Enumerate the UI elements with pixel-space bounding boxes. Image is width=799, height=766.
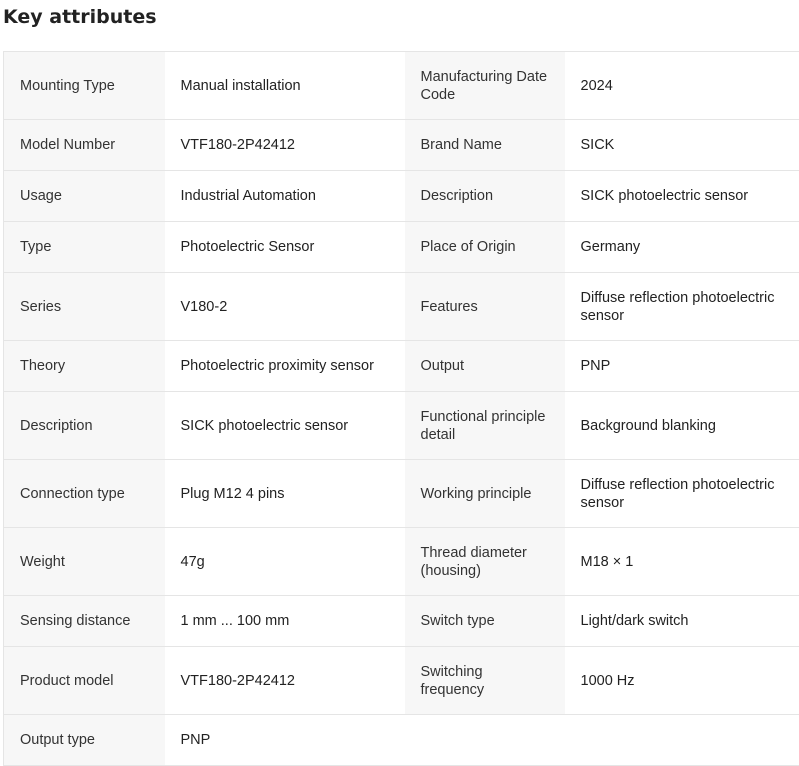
- attribute-value: 1000 Hz: [565, 647, 799, 715]
- attribute-value: Manual installation: [165, 52, 405, 120]
- attribute-label: Type: [4, 222, 165, 273]
- attribute-value: Photoelectric Sensor: [165, 222, 405, 273]
- attribute-label: Product model: [4, 647, 165, 715]
- table-row: Model Number VTF180-2P42412 Brand Name S…: [4, 120, 799, 171]
- table-row: Product model VTF180-2P42412 Switching f…: [4, 647, 799, 715]
- attribute-label: Model Number: [4, 120, 165, 171]
- attribute-label: Features: [405, 273, 565, 341]
- attribute-value: VTF180-2P42412: [165, 120, 405, 171]
- attribute-value: Plug M12 4 pins: [165, 460, 405, 528]
- attribute-value: 47g: [165, 528, 405, 596]
- attribute-value: 1 mm ... 100 mm: [165, 596, 405, 647]
- empty-cell: [405, 715, 565, 766]
- attribute-label: Thread diameter (housing): [405, 528, 565, 596]
- table-row: Type Photoelectric Sensor Place of Origi…: [4, 222, 799, 273]
- table-row: Series V180-2 Features Diffuse reflectio…: [4, 273, 799, 341]
- attribute-label: Description: [405, 171, 565, 222]
- table-row: Connection type Plug M12 4 pins Working …: [4, 460, 799, 528]
- table-row: Weight 47g Thread diameter (housing) M18…: [4, 528, 799, 596]
- attribute-value: Photoelectric proximity sensor: [165, 341, 405, 392]
- table-row: Description SICK photoelectric sensor Fu…: [4, 392, 799, 460]
- attribute-value: V180-2: [165, 273, 405, 341]
- section-heading: Key attributes: [3, 5, 157, 29]
- empty-cell: [565, 715, 799, 766]
- attribute-label: Switch type: [405, 596, 565, 647]
- attribute-value: Germany: [565, 222, 799, 273]
- table-row: Sensing distance 1 mm ... 100 mm Switch …: [4, 596, 799, 647]
- attribute-label: Working principle: [405, 460, 565, 528]
- attribute-value: SICK photoelectric sensor: [165, 392, 405, 460]
- attribute-label: Manufacturing Date Code: [405, 52, 565, 120]
- attribute-label: Usage: [4, 171, 165, 222]
- attribute-value: PNP: [165, 715, 405, 766]
- attribute-label: Brand Name: [405, 120, 565, 171]
- attribute-label: Output: [405, 341, 565, 392]
- attribute-label: Functional principle detail: [405, 392, 565, 460]
- attribute-label: Place of Origin: [405, 222, 565, 273]
- attribute-value: Diffuse reflection photoelectric sensor: [565, 460, 799, 528]
- attribute-value: Light/dark switch: [565, 596, 799, 647]
- attribute-value: 2024: [565, 52, 799, 120]
- attribute-label: Sensing distance: [4, 596, 165, 647]
- attribute-value: M18 × 1: [565, 528, 799, 596]
- table-row: Usage Industrial Automation Description …: [4, 171, 799, 222]
- attribute-value: VTF180-2P42412: [165, 647, 405, 715]
- attribute-label: Theory: [4, 341, 165, 392]
- attribute-label: Switching frequency: [405, 647, 565, 715]
- table-row: Output type PNP: [4, 715, 799, 766]
- attribute-label: Weight: [4, 528, 165, 596]
- attribute-label: Output type: [4, 715, 165, 766]
- attribute-value: Background blanking: [565, 392, 799, 460]
- attribute-value: SICK: [565, 120, 799, 171]
- attribute-label: Description: [4, 392, 165, 460]
- attribute-value: PNP: [565, 341, 799, 392]
- attribute-label: Connection type: [4, 460, 165, 528]
- table-row: Theory Photoelectric proximity sensor Ou…: [4, 341, 799, 392]
- table-row: Mounting Type Manual installation Manufa…: [4, 52, 799, 120]
- attribute-label: Series: [4, 273, 165, 341]
- attribute-value: SICK photoelectric sensor: [565, 171, 799, 222]
- attribute-label: Mounting Type: [4, 52, 165, 120]
- attribute-value: Industrial Automation: [165, 171, 405, 222]
- attribute-value: Diffuse reflection photoelectric sensor: [565, 273, 799, 341]
- key-attributes-table: Mounting Type Manual installation Manufa…: [3, 51, 799, 766]
